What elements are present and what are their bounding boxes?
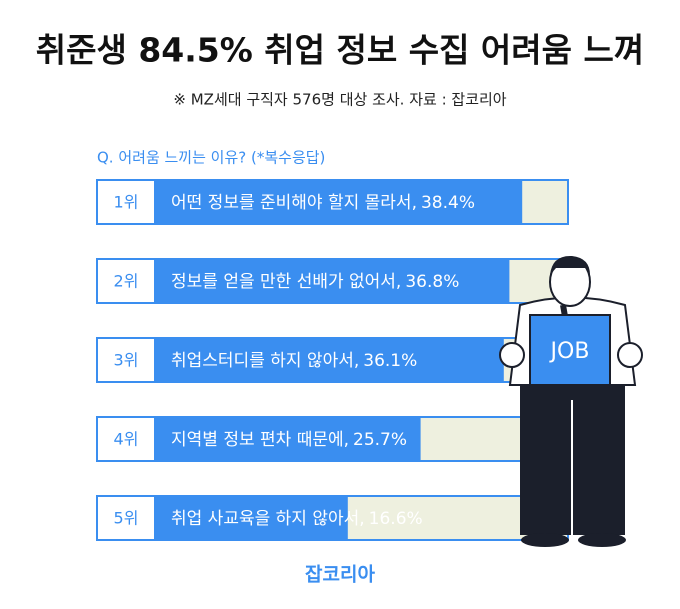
- source: 잡코리아: [305, 564, 375, 586]
- bar: [155, 339, 504, 381]
- rank-cell: [98, 497, 156, 539]
- category-label: 취업스터디를 하지 않아서, 36.1%: [171, 351, 417, 371]
- subtitle: ※ MZ세대 구직자 576명 대상 조사. 자료 : 잡코리아: [173, 91, 506, 109]
- illustration: JOB: [499, 255, 643, 547]
- hand: [617, 342, 643, 368]
- category-text: 취업 사교육을 하지 않아서,: [171, 509, 365, 529]
- bar: [155, 260, 510, 302]
- category-label: 정보를 얻을 만한 선배가 없어서, 36.8%: [171, 272, 459, 292]
- category-text: 지역별 정보 편차 때문에,: [171, 430, 349, 450]
- rank-cell: [98, 418, 156, 460]
- question: Q. 어려움 느끼는 이유? (*복수응답): [97, 149, 325, 167]
- value-label: 36.8%: [405, 272, 459, 292]
- rank-label: 2위: [114, 272, 139, 291]
- rank-label: 4위: [114, 430, 139, 449]
- category-text: 취업스터디를 하지 않아서,: [171, 351, 359, 371]
- category-text: 정보를 얻을 만한 선배가 없어서,: [171, 272, 401, 292]
- shoe: [521, 533, 569, 547]
- rank-label: 3위: [114, 351, 139, 370]
- category-label: 지역별 정보 편차 때문에, 25.7%: [171, 430, 407, 450]
- bar: [155, 181, 523, 223]
- sign: [529, 314, 611, 386]
- bar: [155, 418, 421, 460]
- sign-text: JOB: [549, 339, 590, 364]
- rank-label: 1위: [114, 193, 139, 212]
- rank-cell: [98, 260, 156, 302]
- rank-cell: [98, 339, 156, 381]
- value-label: 16.6%: [369, 509, 423, 529]
- rows: 1위 어떤 정보를 준비해야 할지 몰라서, 38.4% 2위 정보를 얻을 만한 선배…: [96, 179, 569, 541]
- title: 취준생 84.5% 취업 정보 수집 어려움 느껴: [36, 31, 644, 70]
- rank-cell: [98, 181, 156, 223]
- value-label: 36.1%: [363, 351, 417, 371]
- shoe: [578, 533, 626, 547]
- bar: [155, 497, 348, 539]
- value-label: 38.4%: [421, 193, 475, 213]
- hand: [499, 342, 525, 368]
- category-label: 어떤 정보를 준비해야 할지 몰라서, 38.4%: [171, 193, 475, 213]
- rank-label: 5위: [114, 509, 139, 528]
- category-label: 취업 사교육을 하지 않아서, 16.6%: [171, 509, 423, 529]
- category-text: 어떤 정보를 준비해야 할지 몰라서,: [171, 193, 417, 213]
- value-label: 25.7%: [353, 430, 407, 450]
- hair: [550, 255, 590, 275]
